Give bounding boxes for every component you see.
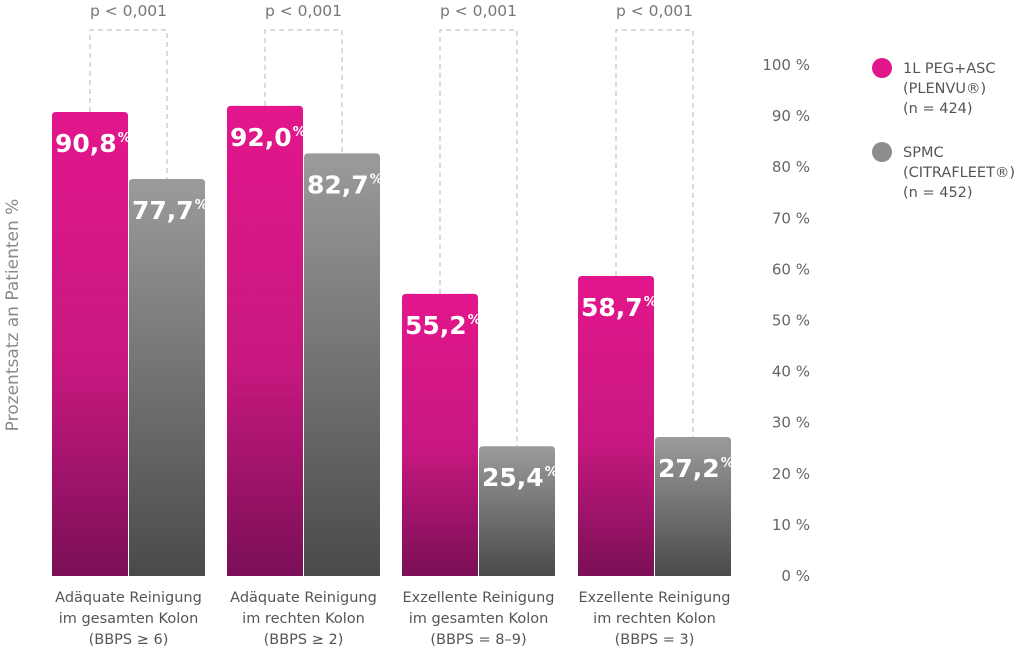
x-category-label: Adäquate Reinigung xyxy=(230,590,377,606)
significance-bracket xyxy=(439,29,518,447)
x-category-label: (BBPS ≥ 2) xyxy=(264,632,344,646)
bar-value-label: 55,2 xyxy=(405,311,467,340)
y-tick-label: 0 % xyxy=(781,567,810,585)
p-value-label: p < 0,001 xyxy=(616,2,693,20)
p-value-label: p < 0,001 xyxy=(265,2,342,20)
bar-value-unit: % xyxy=(293,125,306,140)
x-category-label: Exzellente Reinigung xyxy=(578,590,730,606)
y-tick-label: 80 % xyxy=(772,158,810,176)
bar-value-label: 92,0 xyxy=(230,123,292,152)
x-category-label: im rechten Kolon xyxy=(242,611,365,627)
x-category-label: im gesamten Kolon xyxy=(59,611,199,627)
bar xyxy=(655,437,731,576)
bar-value-label: 25,4 xyxy=(482,463,544,492)
legend-label: (n = 424) xyxy=(903,101,973,117)
bar-value-label: 90,8 xyxy=(55,129,117,158)
bar xyxy=(479,446,555,576)
bar-value-unit: % xyxy=(545,465,558,480)
bar xyxy=(52,112,128,577)
bar-value-unit: % xyxy=(370,172,383,187)
bar xyxy=(578,276,654,576)
y-tick-label: 30 % xyxy=(772,414,810,432)
legend-label: 1L PEG+ASC xyxy=(903,61,995,77)
bar xyxy=(227,105,303,576)
x-category-label: (BBPS = 8–9) xyxy=(430,632,526,646)
significance-bracket xyxy=(615,29,694,438)
y-tick-label: 40 % xyxy=(772,363,810,381)
bar-value-label: 58,7 xyxy=(581,293,643,322)
legend-label: (CITRAFLEET®) xyxy=(903,165,1015,181)
x-category-label: im rechten Kolon xyxy=(593,611,716,627)
y-tick-label: 60 % xyxy=(772,260,810,278)
bar xyxy=(402,293,478,576)
bar-value-label: 77,7 xyxy=(132,196,194,225)
bar-value-unit: % xyxy=(195,198,208,213)
bar-value-unit: % xyxy=(644,295,657,310)
legend-swatch xyxy=(872,58,892,78)
bar-value-label: 27,2 xyxy=(658,454,720,483)
y-axis-label: Prozentsatz an Patienten % xyxy=(3,199,23,432)
x-category-label: Exzellente Reinigung xyxy=(402,590,554,606)
y-tick-label: 70 % xyxy=(772,209,810,227)
x-category-label: im gesamten Kolon xyxy=(409,611,549,627)
legend-label: (PLENVU®) xyxy=(903,81,986,97)
y-tick-label: 90 % xyxy=(772,107,810,125)
y-tick-label: 100 % xyxy=(762,56,810,74)
bar-value-unit: % xyxy=(468,313,481,328)
bar-value-unit: % xyxy=(118,131,131,146)
y-tick-label: 50 % xyxy=(772,312,810,330)
bar-value-unit: % xyxy=(721,456,734,471)
x-category-label: Adäquate Reinigung xyxy=(55,590,202,606)
x-category-label: (BBPS ≥ 6) xyxy=(89,632,169,646)
y-tick-label: 10 % xyxy=(772,516,810,534)
significance-bracket xyxy=(264,29,343,154)
p-value-label: p < 0,001 xyxy=(90,2,167,20)
p-value-label: p < 0,001 xyxy=(440,2,517,20)
bar xyxy=(304,153,380,576)
legend-label: (n = 452) xyxy=(903,185,973,201)
legend-swatch xyxy=(872,142,892,162)
y-tick-label: 20 % xyxy=(772,465,810,483)
legend-label: SPMC xyxy=(903,145,944,161)
x-category-label: (BBPS = 3) xyxy=(615,632,695,646)
bar-value-label: 82,7 xyxy=(307,170,369,199)
bar xyxy=(129,178,205,576)
significance-bracket xyxy=(89,29,168,179)
